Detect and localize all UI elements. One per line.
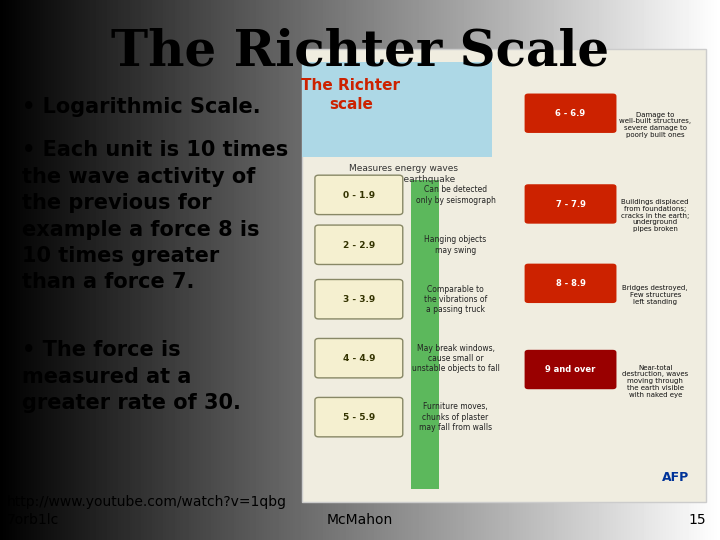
Text: Comparable to
the vibrations of
a passing truck: Comparable to the vibrations of a passin… <box>424 285 487 314</box>
Text: The Richter Scale: The Richter Scale <box>111 27 609 76</box>
Text: Damage to
well-built structures,
severe damage to
poorly built ones: Damage to well-built structures, severe … <box>619 112 691 138</box>
Text: May break windows,
cause small or
unstable objects to fall: May break windows, cause small or unstab… <box>412 343 500 373</box>
Text: 9 and over: 9 and over <box>545 365 595 374</box>
FancyBboxPatch shape <box>315 339 402 378</box>
Text: 5 - 5.9: 5 - 5.9 <box>343 413 375 422</box>
Text: The Richter
scale: The Richter scale <box>301 78 400 112</box>
Text: 6 - 6.9: 6 - 6.9 <box>555 109 585 118</box>
Text: • Logarithmic Scale.: • Logarithmic Scale. <box>22 97 260 117</box>
FancyBboxPatch shape <box>315 225 402 265</box>
Text: 8 - 8.9: 8 - 8.9 <box>556 279 585 288</box>
Text: Near-total
destruction, waves
moving through
the earth visible
with naked eye: Near-total destruction, waves moving thr… <box>622 364 688 397</box>
Text: Can be detected
only by seismograph: Can be detected only by seismograph <box>415 185 495 205</box>
Text: Furniture moves,
chunks of plaster
may fall from walls: Furniture moves, chunks of plaster may f… <box>419 402 492 433</box>
Text: AFP: AFP <box>662 471 690 484</box>
FancyBboxPatch shape <box>525 350 616 389</box>
Text: 4 - 4.9: 4 - 4.9 <box>343 354 375 363</box>
Text: Bridges destroyed,
Few structures
left standing: Bridges destroyed, Few structures left s… <box>623 285 688 305</box>
Text: 3 - 3.9: 3 - 3.9 <box>343 295 375 304</box>
Bar <box>411 180 439 489</box>
Text: 15: 15 <box>688 512 706 526</box>
Text: • Each unit is 10 times
the wave activity of
the previous for
example a force 8 : • Each unit is 10 times the wave activit… <box>22 140 288 292</box>
Text: McMahon: McMahon <box>327 512 393 526</box>
Text: 7 - 7.9: 7 - 7.9 <box>556 200 585 208</box>
FancyBboxPatch shape <box>525 184 616 224</box>
Text: Buildings displaced
from foundations;
cracks in the earth;
underground
pipes bro: Buildings displaced from foundations; cr… <box>621 199 689 232</box>
Text: Measures energy waves
emitted by earthquake: Measures energy waves emitted by earthqu… <box>348 164 458 184</box>
Text: 2 - 2.9: 2 - 2.9 <box>343 240 375 249</box>
FancyBboxPatch shape <box>315 397 402 437</box>
Text: 0 - 1.9: 0 - 1.9 <box>343 191 375 200</box>
FancyBboxPatch shape <box>525 264 616 303</box>
FancyBboxPatch shape <box>315 175 402 214</box>
Bar <box>302 62 492 158</box>
Text: • The force is
measured at a
greater rate of 30.: • The force is measured at a greater rat… <box>22 340 240 413</box>
Text: http://www.youtube.com/watch?v=1qbg
7orb1lc: http://www.youtube.com/watch?v=1qbg 7orb… <box>7 495 287 526</box>
FancyBboxPatch shape <box>315 280 402 319</box>
Text: Hanging objects
may swing: Hanging objects may swing <box>425 235 487 255</box>
Bar <box>302 49 706 502</box>
FancyBboxPatch shape <box>525 93 616 133</box>
